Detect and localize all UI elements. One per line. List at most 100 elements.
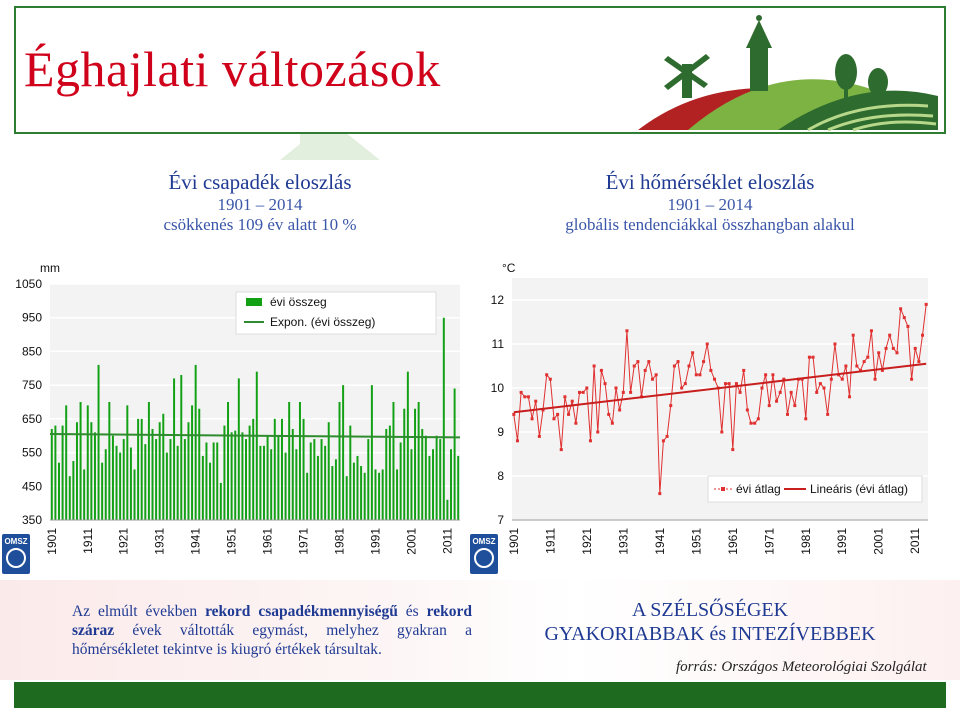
data-point xyxy=(734,382,738,386)
y-tick-label: 11 xyxy=(492,337,505,351)
data-point xyxy=(818,382,822,386)
bar xyxy=(209,462,212,520)
bar xyxy=(295,449,298,520)
bar xyxy=(133,469,136,520)
bar xyxy=(194,364,197,520)
bar xyxy=(191,405,194,520)
precipitation-caption-years: 1901 – 2014 xyxy=(217,195,303,214)
bar xyxy=(234,430,237,520)
data-point xyxy=(913,346,917,350)
data-point xyxy=(621,390,625,394)
bar xyxy=(367,439,370,520)
legend-label-bars: évi összeg xyxy=(270,295,327,309)
data-point xyxy=(574,421,578,425)
data-point xyxy=(862,360,866,364)
y-tick-label: 550 xyxy=(22,446,42,460)
bottom-text-3: évek váltották egymást, melyhez gyakran … xyxy=(72,622,472,658)
bar xyxy=(324,445,327,520)
data-point xyxy=(924,302,928,306)
bar xyxy=(453,388,456,520)
data-point xyxy=(793,404,797,408)
data-point xyxy=(902,316,906,320)
legend-label-line: évi átlag xyxy=(736,482,781,496)
bar xyxy=(392,402,395,520)
data-point xyxy=(530,417,534,421)
data-point xyxy=(851,333,855,337)
legend-box xyxy=(707,475,923,503)
bottom-text-1: Az elmúlt években xyxy=(72,603,206,620)
bar xyxy=(259,445,262,520)
data-point xyxy=(749,421,753,425)
y-tick-label: 7 xyxy=(497,513,504,527)
bar xyxy=(180,375,183,520)
bar xyxy=(273,418,276,520)
bar xyxy=(403,408,406,520)
data-point xyxy=(833,342,837,346)
bar xyxy=(263,445,265,520)
x-tick-label: 1941 xyxy=(653,528,667,555)
bar xyxy=(439,439,442,520)
y-tick-label: 1050 xyxy=(15,277,42,291)
data-point xyxy=(650,377,654,381)
data-point xyxy=(917,360,921,364)
bar xyxy=(435,435,438,520)
bar xyxy=(298,402,301,520)
data-point xyxy=(545,373,549,377)
data-point xyxy=(669,404,673,408)
data-point xyxy=(636,360,640,364)
bar xyxy=(79,402,82,520)
omsz-logo: OMSZ xyxy=(2,534,30,574)
legend-label-trend: Lineáris (évi átlag) xyxy=(810,482,908,496)
data-point xyxy=(723,382,727,386)
bar xyxy=(338,402,341,520)
data-point xyxy=(745,408,749,412)
data-point xyxy=(869,329,873,333)
data-point xyxy=(855,364,859,368)
data-point xyxy=(760,386,764,390)
data-point xyxy=(720,430,724,434)
data-point xyxy=(603,382,607,386)
bar xyxy=(173,378,176,520)
data-point xyxy=(541,408,545,412)
data-point xyxy=(804,417,808,421)
data-point xyxy=(559,448,563,452)
data-point xyxy=(596,430,600,434)
data-point xyxy=(844,364,848,368)
data-point xyxy=(537,434,541,438)
bar xyxy=(320,439,323,520)
legend-swatch-marker xyxy=(721,487,725,491)
data-point xyxy=(884,346,888,350)
data-point xyxy=(676,360,680,364)
bar xyxy=(108,402,111,520)
bar xyxy=(288,402,291,520)
data-point xyxy=(906,324,910,328)
x-tick-label: 1931 xyxy=(153,528,167,555)
temperature-caption-years: 1901 – 2014 xyxy=(667,195,753,214)
bar xyxy=(457,455,460,520)
bar xyxy=(72,461,75,520)
y-tick-label: 12 xyxy=(491,293,505,307)
data-point xyxy=(625,329,629,333)
source-note: forrás: Országos Meteorológiai Szolgálat xyxy=(676,659,927,675)
data-point xyxy=(756,417,760,421)
x-tick-label: 1961 xyxy=(261,528,275,555)
x-tick-label: 1921 xyxy=(580,528,594,555)
bar xyxy=(212,442,215,520)
bar xyxy=(158,422,161,520)
data-point xyxy=(727,382,731,386)
bar xyxy=(352,462,355,520)
data-point xyxy=(683,382,687,386)
extremes-heading-line-2: GYAKORIABBAK és INTEZÍVEBBEK xyxy=(544,623,876,645)
bar xyxy=(165,452,168,520)
x-tick-label: 1911 xyxy=(81,528,95,554)
x-tick-label: 1991 xyxy=(368,528,382,555)
data-point xyxy=(599,368,603,372)
bottom-text-2: és xyxy=(397,603,427,620)
bar xyxy=(421,428,424,520)
bar xyxy=(122,439,125,520)
data-point xyxy=(592,364,596,368)
bar xyxy=(381,469,384,520)
data-point xyxy=(585,386,589,390)
bar xyxy=(176,445,179,520)
x-tick-label: 1991 xyxy=(835,528,849,555)
